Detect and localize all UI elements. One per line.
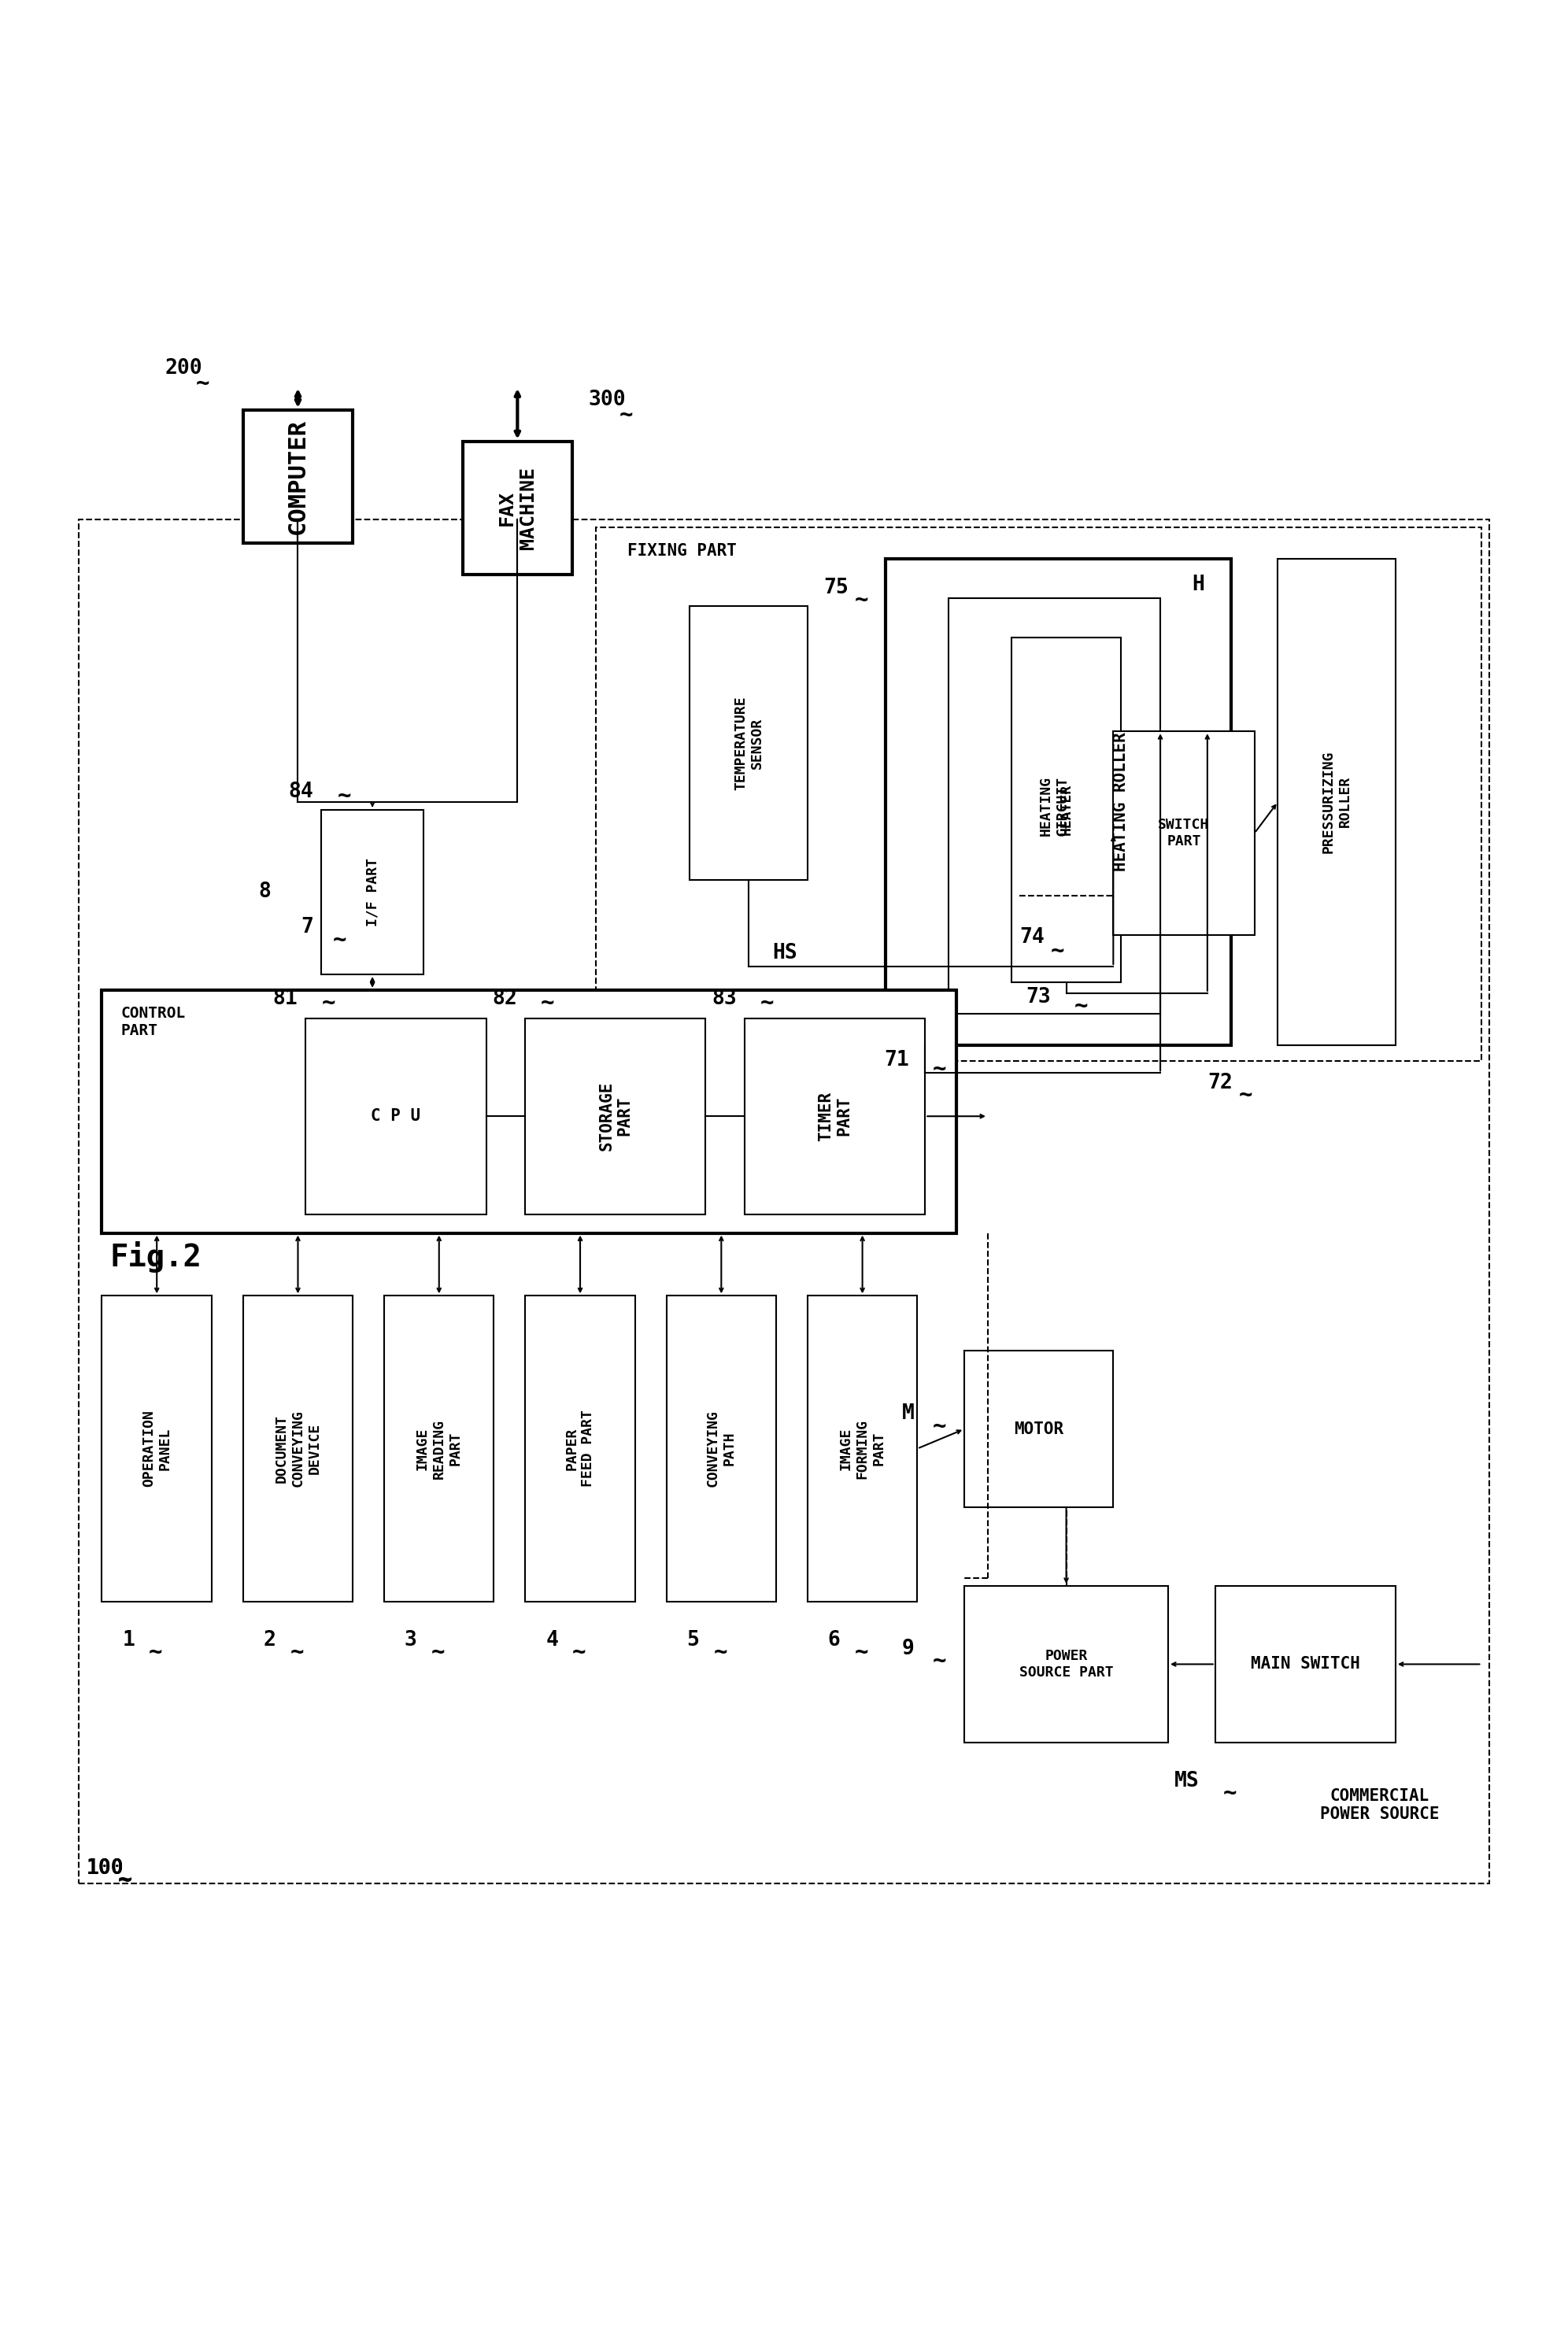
Text: 81: 81	[273, 988, 298, 1009]
Text: ~: ~	[118, 1869, 132, 1893]
Bar	[243, 1295, 353, 1602]
Bar	[102, 1295, 212, 1602]
Bar	[525, 1018, 706, 1214]
Bar	[808, 1295, 917, 1602]
Text: 75: 75	[823, 577, 848, 598]
Text: IMAGE
READING
PART: IMAGE READING PART	[416, 1418, 463, 1479]
Text: CONVEYING
PATH: CONVEYING PATH	[706, 1411, 737, 1488]
Text: 83: 83	[712, 988, 737, 1009]
Text: SWITCH
PART: SWITCH PART	[1159, 818, 1209, 849]
Text: ~: ~	[290, 1641, 304, 1662]
Bar	[321, 809, 423, 974]
Text: COMMERCIAL
POWER SOURCE: COMMERCIAL POWER SOURCE	[1320, 1788, 1439, 1823]
Text: ~: ~	[713, 1641, 728, 1662]
Text: Fig.2: Fig.2	[110, 1242, 202, 1272]
Text: 4: 4	[546, 1630, 558, 1651]
Text: PRESSURIZING
ROLLER: PRESSURIZING ROLLER	[1322, 751, 1352, 853]
Text: POWER
SOURCE PART: POWER SOURCE PART	[1019, 1648, 1113, 1679]
Text: I/F PART: I/F PART	[365, 858, 379, 925]
Text: ~: ~	[321, 990, 336, 1014]
Text: H: H	[1192, 574, 1204, 595]
Bar	[949, 598, 1160, 1014]
Text: COMPUTER: COMPUTER	[287, 419, 309, 535]
Text: IMAGE
FORMING
PART: IMAGE FORMING PART	[839, 1418, 886, 1479]
Text: ~: ~	[541, 990, 555, 1014]
Text: 100: 100	[86, 1858, 124, 1879]
Text: 5: 5	[687, 1630, 699, 1651]
Text: ~: ~	[332, 930, 347, 951]
Text: C P U: C P U	[372, 1109, 420, 1123]
Text: ~: ~	[855, 1641, 869, 1662]
Text: FAX
MACHINE: FAX MACHINE	[497, 467, 538, 549]
Text: ~: ~	[337, 784, 351, 807]
Text: ~: ~	[1074, 995, 1088, 1016]
Text: 200: 200	[165, 358, 202, 379]
Text: 2: 2	[263, 1630, 276, 1651]
Text: 8: 8	[259, 881, 271, 902]
Bar	[306, 1018, 486, 1214]
Bar	[745, 1018, 925, 1214]
Text: ~: ~	[619, 405, 633, 425]
Text: 82: 82	[492, 988, 517, 1009]
Bar	[78, 521, 1490, 1883]
Text: 9: 9	[902, 1639, 914, 1658]
Text: ~: ~	[572, 1641, 586, 1662]
Text: 72: 72	[1207, 1074, 1232, 1093]
Text: PAPER
FEED PART: PAPER FEED PART	[564, 1411, 596, 1488]
Text: ~: ~	[933, 1416, 947, 1437]
Text: OPERATION
PANEL: OPERATION PANEL	[141, 1411, 172, 1488]
Text: 73: 73	[1025, 986, 1051, 1007]
Text: MOTOR: MOTOR	[1014, 1421, 1063, 1437]
Text: HEATING ROLLER: HEATING ROLLER	[1113, 732, 1129, 872]
Text: 84: 84	[289, 781, 314, 802]
Text: CONTROL
PART: CONTROL PART	[121, 1007, 185, 1037]
Text: MS: MS	[1174, 1772, 1200, 1790]
Text: ~: ~	[196, 372, 210, 395]
Bar	[690, 607, 808, 881]
Text: 74: 74	[1019, 928, 1044, 949]
Text: 71: 71	[884, 1049, 909, 1070]
Bar	[1278, 558, 1396, 1044]
Text: STORAGE
PART: STORAGE PART	[599, 1081, 632, 1151]
Text: FIXING PART: FIXING PART	[627, 544, 737, 558]
Text: ~: ~	[1223, 1781, 1237, 1804]
Text: 7: 7	[301, 916, 314, 937]
Bar	[964, 1586, 1168, 1744]
Bar	[102, 990, 956, 1232]
Text: 100: 100	[86, 1858, 124, 1879]
Text: ~: ~	[1051, 939, 1065, 963]
Text: TIMER
PART: TIMER PART	[818, 1090, 851, 1142]
Bar	[596, 528, 1482, 1060]
Bar	[964, 1351, 1113, 1507]
Text: DOCUMENT
CONVEYING
DEVICE: DOCUMENT CONVEYING DEVICE	[274, 1411, 321, 1488]
Text: M: M	[902, 1402, 914, 1423]
Text: HEATING
CIRCUIT: HEATING CIRCUIT	[1040, 777, 1069, 835]
Text: ~: ~	[149, 1641, 163, 1662]
Bar	[243, 409, 353, 544]
Text: ~: ~	[1239, 1083, 1253, 1107]
Text: TEMPERATURE
SENSOR: TEMPERATURE SENSOR	[734, 695, 764, 791]
Text: MAIN SWITCH: MAIN SWITCH	[1251, 1655, 1359, 1672]
Bar	[463, 442, 572, 574]
Text: HEATER: HEATER	[1058, 784, 1074, 835]
Text: 300: 300	[588, 391, 626, 409]
Text: ~: ~	[431, 1641, 445, 1662]
Text: ~: ~	[760, 990, 775, 1014]
Bar	[666, 1295, 776, 1602]
Text: HS: HS	[771, 944, 797, 963]
Bar	[384, 1295, 494, 1602]
Bar	[1215, 1586, 1396, 1744]
Text: ~: ~	[855, 588, 869, 611]
Bar	[886, 558, 1231, 1044]
Bar	[525, 1295, 635, 1602]
Text: ~: ~	[933, 1651, 947, 1672]
Text: 3: 3	[405, 1630, 417, 1651]
Text: ~: ~	[118, 1869, 132, 1893]
Text: 1: 1	[122, 1630, 135, 1651]
Text: 6: 6	[828, 1630, 840, 1651]
Text: ~: ~	[933, 1058, 947, 1079]
Bar	[1011, 637, 1121, 981]
Bar	[1113, 732, 1254, 935]
